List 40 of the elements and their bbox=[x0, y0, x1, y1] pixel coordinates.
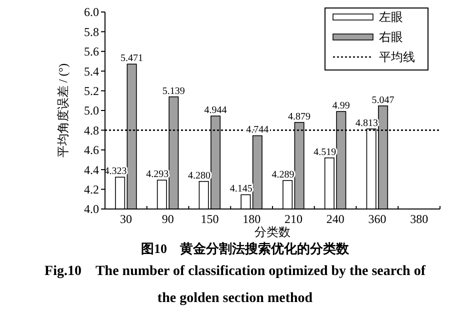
y-tick-label: 5.2 bbox=[84, 84, 99, 98]
data-label: 4.280 bbox=[188, 170, 210, 182]
y-tick-label: 4.8 bbox=[84, 123, 99, 138]
data-label: 4.323 bbox=[104, 166, 127, 178]
x-tick-label: 180 bbox=[242, 212, 261, 226]
x-tick-label: 150 bbox=[200, 212, 219, 226]
data-label: 4.293 bbox=[146, 169, 169, 180]
text: Fig.10 The number of classification optimized by the search of the golden section method bbox=[44, 263, 427, 308]
y-tick-label: 5.8 bbox=[84, 24, 99, 39]
y-tick-label: 4.2 bbox=[84, 182, 99, 196]
legend-label: 右眼 bbox=[379, 30, 403, 44]
x-tick-label: 240 bbox=[326, 212, 344, 226]
x-tick-label: 360 bbox=[368, 212, 386, 226]
x-tick-label: 210 bbox=[284, 212, 302, 226]
y-tick-label: 6.0 bbox=[84, 5, 99, 20]
legend-label: 左眼 bbox=[379, 10, 403, 24]
x-tick-label: 30 bbox=[120, 212, 132, 226]
y-tick-label: 4.4 bbox=[84, 162, 99, 177]
data-label: 4.289 bbox=[272, 170, 294, 181]
x-tick-label: 380 bbox=[410, 212, 428, 226]
data-label: 5.139 bbox=[162, 86, 185, 97]
y-tick-label: 4.6 bbox=[84, 143, 99, 158]
legend-label: 平均线 bbox=[379, 50, 415, 64]
data-label: 4.145 bbox=[230, 184, 252, 195]
data-label: 4.879 bbox=[288, 111, 311, 122]
data-label: 4.99 bbox=[332, 100, 350, 112]
data-label: 4.519 bbox=[314, 146, 336, 158]
data-label: 5.047 bbox=[372, 94, 394, 106]
y-axis-title: 平均角度误差 / (°) bbox=[56, 63, 70, 158]
text: 图10 黄金分割法搜索优化的分类数 bbox=[141, 241, 350, 256]
y-tick-label: 5.4 bbox=[84, 64, 99, 78]
y-tick-label: 4.0 bbox=[84, 202, 99, 216]
x-tick-label: 90 bbox=[162, 212, 174, 226]
data-label: 4.813 bbox=[355, 118, 378, 129]
data-label: 5.471 bbox=[120, 53, 144, 64]
data-label: 4.744 bbox=[246, 124, 269, 136]
data-label: 4.944 bbox=[204, 105, 227, 116]
y-tick-label: 5.6 bbox=[84, 44, 99, 59]
x-axis-title: 分类数 bbox=[254, 225, 290, 239]
y-tick-label: 5.0 bbox=[84, 104, 99, 118]
